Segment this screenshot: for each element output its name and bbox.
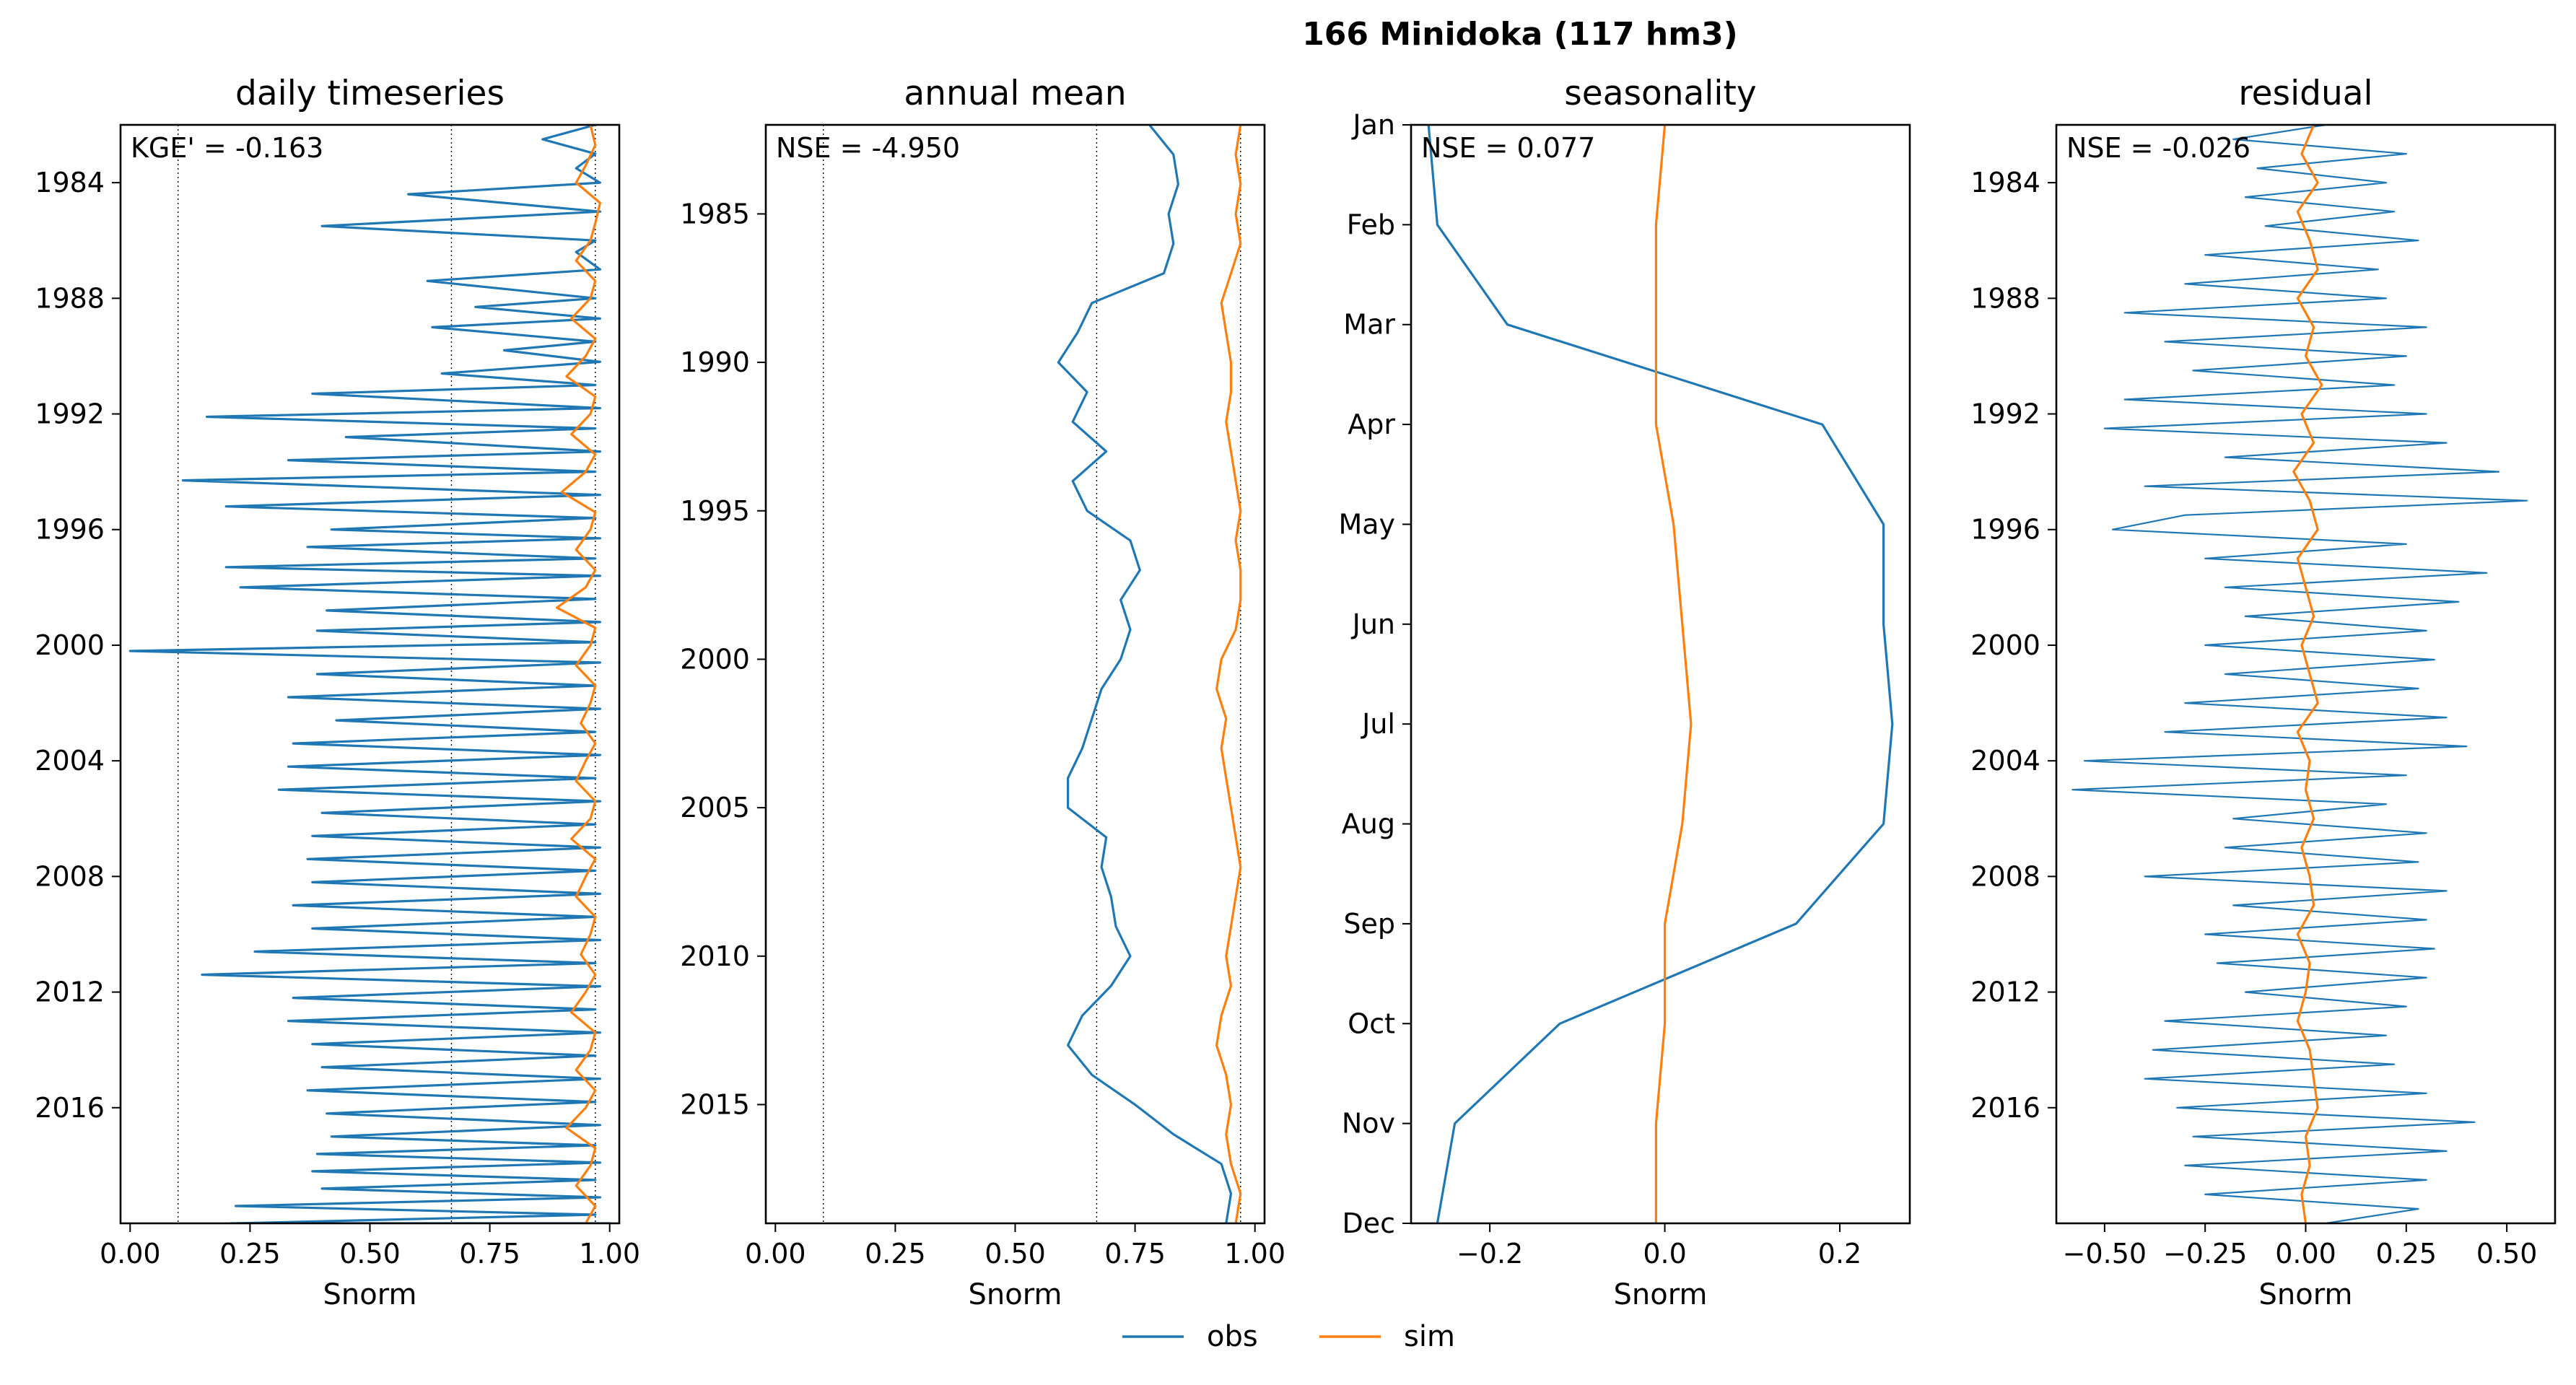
- panel-4: residual NSE = -0.026 −0.50 −0.25 0.00 0.25 0.…: [1970, 74, 2557, 1311]
- y-tick-label: 2005: [680, 792, 750, 823]
- axes-frame: [764, 123, 1266, 1225]
- y-tick-label: 1984: [1970, 167, 2040, 198]
- x-axis-label: Snorm: [323, 1278, 417, 1311]
- y-tick-label: 1990: [680, 346, 750, 378]
- y-tick-label: 1992: [35, 398, 105, 430]
- y-tick-label: 2000: [680, 643, 750, 675]
- y-tick-label: Sep: [1343, 908, 1395, 940]
- plot-area: [823, 125, 1242, 1223]
- legend-sim-label: sim: [1404, 1320, 1455, 1353]
- panel-1: daily timeseries KGE' = -0.163 0.00 0.25 0.5…: [35, 74, 640, 1311]
- y-tick-label: Nov: [1342, 1108, 1395, 1140]
- plot-area: [128, 125, 611, 1223]
- y-tick-label: 2008: [35, 860, 105, 892]
- x-tick-label: 1.00: [579, 1238, 640, 1270]
- x-tick-label: 0.00: [2275, 1238, 2336, 1270]
- y-tick-label: 2000: [35, 629, 105, 661]
- plot-area: [2071, 125, 2528, 1223]
- series-sim-line: [1654, 125, 1693, 1223]
- x-axis-label: Snorm: [1614, 1278, 1708, 1311]
- series-sim-line: [1215, 125, 1242, 1223]
- x-tick-label: −0.2: [1457, 1238, 1523, 1270]
- y-tick-label: 2016: [35, 1092, 105, 1124]
- x-tick-label: 1.00: [1224, 1238, 1285, 1270]
- axes-frame: [1410, 123, 1911, 1225]
- y-tick-label: 2015: [680, 1088, 750, 1120]
- y-tick-label: Jan: [1351, 109, 1395, 141]
- panel-3: seasonality NSE = 0.077 −0.2 0.0 0.2 Jan Feb Ma…: [1338, 74, 1911, 1311]
- y-tick-label: 2012: [35, 977, 105, 1008]
- y-tick-label: 1985: [680, 198, 750, 230]
- y-tick-label: Dec: [1342, 1207, 1395, 1239]
- x-tick-label: −0.25: [2163, 1238, 2247, 1270]
- legend: obs sim: [1122, 1320, 1455, 1353]
- y-tick-label: Oct: [1348, 1008, 1395, 1039]
- x-tick-label: 0.25: [865, 1238, 926, 1270]
- x-tick-label: 0.25: [219, 1238, 281, 1270]
- plot-area: [1427, 125, 1894, 1223]
- x-axis-label: Snorm: [2259, 1278, 2353, 1311]
- y-tick-label: 1988: [1970, 282, 2040, 314]
- y-tick-label: Mar: [1343, 309, 1395, 341]
- panel-title: seasonality: [1564, 74, 1756, 113]
- x-tick-label: 0.25: [2376, 1238, 2437, 1270]
- y-tick-label: Aug: [1342, 808, 1395, 840]
- y-tick-label: 2008: [1970, 860, 2040, 892]
- x-tick-label: 0.2: [1818, 1238, 1861, 1270]
- series-obs-line: [1057, 125, 1233, 1223]
- x-tick-label: 0.00: [745, 1238, 806, 1270]
- y-tick-label: 2010: [680, 940, 750, 972]
- metric-annotation: NSE = 0.077: [1421, 132, 1595, 164]
- y-tick-label: 2016: [1970, 1092, 2040, 1124]
- y-tick-label: 2012: [1970, 977, 2040, 1008]
- x-tick-label: 0.50: [984, 1238, 1046, 1270]
- metric-annotation: KGE' = -0.163: [131, 132, 323, 164]
- x-tick-label: 0.50: [339, 1238, 401, 1270]
- y-tick-label: Jul: [1361, 708, 1395, 740]
- metric-annotation: NSE = -0.026: [2066, 132, 2250, 164]
- y-tick-label: Feb: [1347, 209, 1395, 240]
- panels: daily timeseries KGE' = -0.163 0.00 0.25 0.5…: [35, 74, 2557, 1311]
- y-tick-label: Jun: [1351, 608, 1395, 640]
- metric-annotation: NSE = -4.950: [776, 132, 960, 164]
- y-tick-label: 2000: [1970, 629, 2040, 661]
- y-tick-label: 2004: [1970, 745, 2040, 777]
- y-tick-label: 1996: [1970, 514, 2040, 546]
- panel-title: residual: [2238, 74, 2372, 113]
- y-tick-label: 1992: [1970, 398, 2040, 430]
- y-tick-label: 1984: [35, 167, 105, 198]
- y-tick-label: 2004: [35, 745, 105, 777]
- figure-title: 166 Minidoka (117 hm3): [1302, 16, 1738, 53]
- panel-title: daily timeseries: [235, 74, 505, 113]
- series-sim-line: [555, 125, 602, 1223]
- series-obs-line: [128, 125, 611, 1223]
- x-tick-label: 0.75: [459, 1238, 520, 1270]
- x-tick-label: 0.75: [1104, 1238, 1166, 1270]
- y-tick-label: 1988: [35, 282, 105, 314]
- y-tick-label: May: [1338, 508, 1395, 540]
- y-tick-label: Apr: [1348, 408, 1395, 440]
- y-tick-label: 1996: [35, 514, 105, 546]
- series-obs-line: [1427, 125, 1894, 1223]
- series-obs-line: [2071, 125, 2528, 1223]
- legend-obs-label: obs: [1207, 1320, 1258, 1353]
- series-sim-line: [2292, 125, 2323, 1223]
- x-tick-label: 0.50: [2476, 1238, 2538, 1270]
- panel-title: annual mean: [904, 74, 1126, 113]
- x-tick-label: 0.0: [1643, 1238, 1686, 1270]
- x-tick-label: 0.00: [100, 1238, 161, 1270]
- x-axis-label: Snorm: [969, 1278, 1062, 1311]
- panel-2: annual mean NSE = -4.950 0.00 0.25 0.50 0.75 1…: [680, 74, 1285, 1311]
- x-tick-label: −0.50: [2063, 1238, 2147, 1270]
- y-tick-label: 1995: [680, 495, 750, 527]
